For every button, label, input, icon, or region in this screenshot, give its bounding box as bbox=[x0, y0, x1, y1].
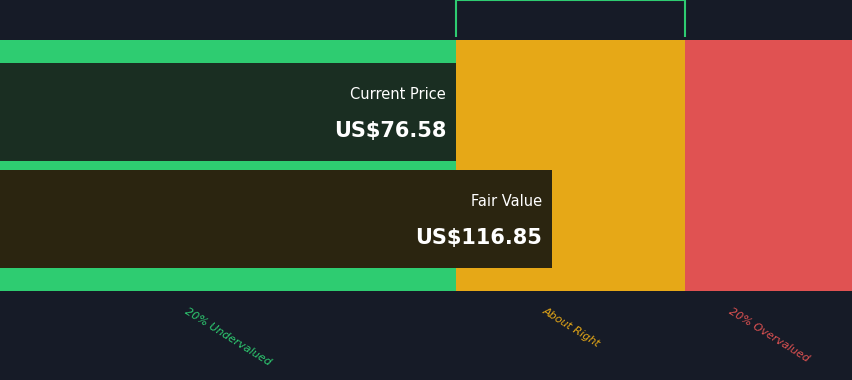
Text: US$76.58: US$76.58 bbox=[333, 121, 446, 141]
Bar bbox=[0, 40, 456, 291]
Bar bbox=[684, 40, 852, 61]
Bar bbox=[0, 63, 456, 161]
Bar bbox=[684, 40, 852, 291]
Bar bbox=[456, 40, 684, 291]
Bar bbox=[456, 270, 684, 291]
Bar bbox=[0, 170, 552, 268]
Text: 20% Undervalued: 20% Undervalued bbox=[183, 306, 273, 367]
Bar bbox=[0, 270, 456, 291]
Text: Fair Value: Fair Value bbox=[470, 194, 542, 209]
Bar bbox=[684, 270, 852, 291]
Bar bbox=[456, 40, 684, 61]
Text: 20% Overvalued: 20% Overvalued bbox=[726, 306, 810, 364]
Text: Current Price: Current Price bbox=[350, 87, 446, 102]
Text: About Right: About Right bbox=[539, 306, 601, 349]
Bar bbox=[0, 40, 456, 61]
Text: US$116.85: US$116.85 bbox=[415, 228, 542, 248]
